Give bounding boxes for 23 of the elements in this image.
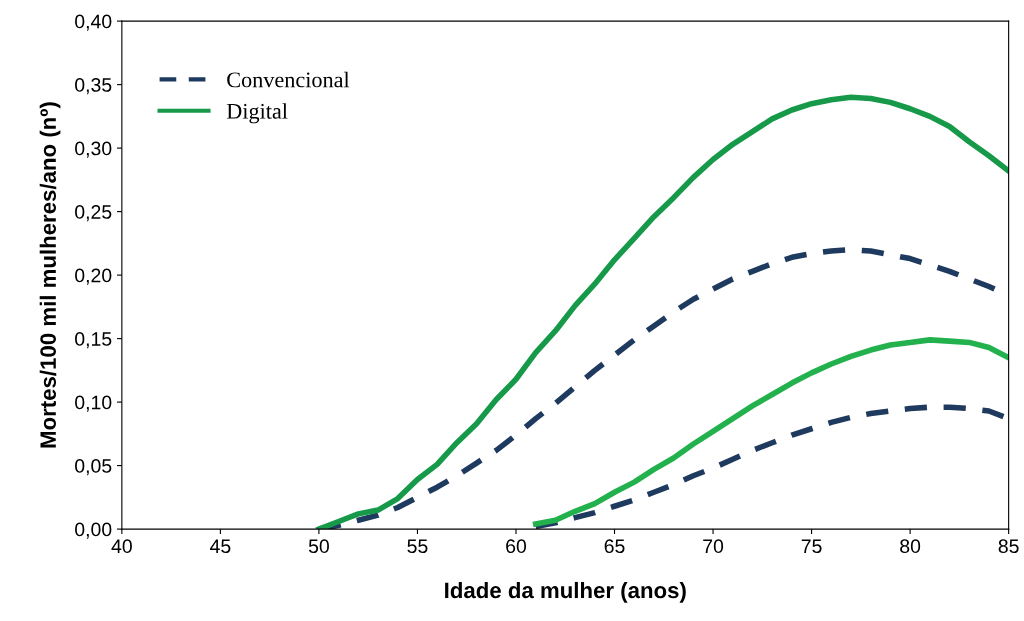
x-tick-label: 75 — [801, 539, 822, 554]
x-tick-label: 45 — [210, 539, 231, 554]
y-tick-label: 0,25 — [75, 205, 112, 222]
x-tick-label: 40 — [111, 539, 132, 554]
y-tick-label: 0,15 — [75, 332, 112, 349]
y-tick-label: 0,10 — [75, 395, 112, 412]
y-tick-label: 0,30 — [75, 141, 112, 158]
x-axis-title: Idade da mulher (anos) — [445, 581, 686, 603]
y-tick-label: 0,40 — [75, 14, 112, 31]
x-tick-label: 50 — [308, 539, 329, 554]
y-tick-label: 0,05 — [75, 459, 112, 476]
x-tick-label: 60 — [506, 539, 527, 554]
y-axis-title: Mortes/100 mil mulheres/ano (nº) — [39, 102, 61, 448]
x-tick-label: 85 — [998, 539, 1019, 554]
legend-label: Digital — [226, 103, 288, 124]
y-tick-label: 0,20 — [75, 268, 112, 285]
x-tick-label: 65 — [604, 539, 625, 554]
x-tick-label: 80 — [900, 539, 921, 554]
y-tick-label: 0,35 — [75, 78, 112, 95]
y-tick-label: 0,00 — [75, 522, 112, 539]
x-tick-label: 55 — [407, 539, 428, 554]
legend-label: Convencional — [227, 71, 350, 88]
x-tick-label: 70 — [703, 539, 724, 554]
